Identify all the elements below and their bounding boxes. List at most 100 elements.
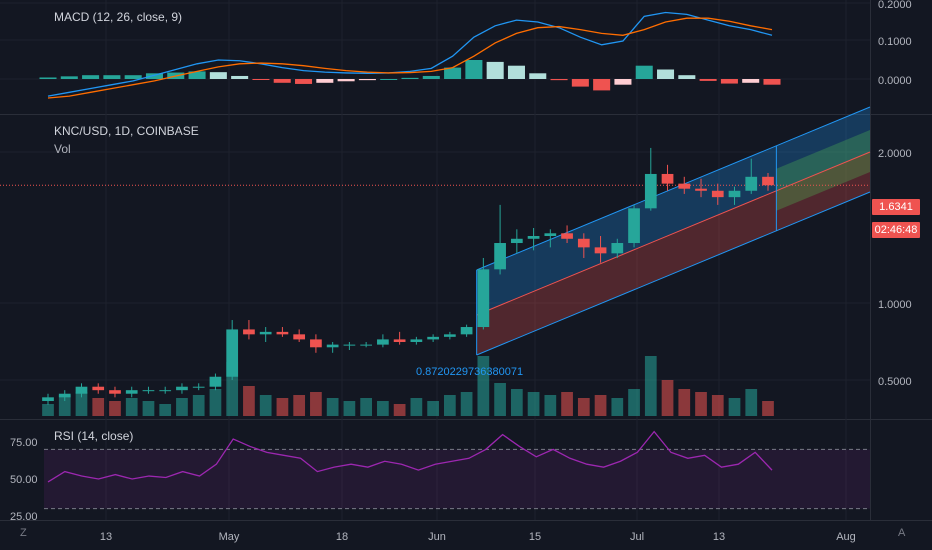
macd-histogram-bar	[60, 76, 78, 79]
candle-body	[577, 238, 590, 248]
volume-bar	[243, 386, 255, 416]
candle-body	[209, 376, 222, 387]
volume-bar	[42, 404, 54, 416]
macd-histogram-bar	[380, 79, 398, 80]
volume-bar	[728, 398, 741, 416]
macd-histogram-bar	[316, 79, 334, 83]
volume-bar	[577, 398, 590, 416]
volume-bar	[477, 356, 490, 416]
price-pane	[0, 106, 871, 416]
grid	[0, 0, 870, 520]
candle-body	[544, 233, 557, 237]
candle-body	[109, 390, 121, 394]
candle-body	[142, 390, 155, 392]
macd-histogram-bar	[571, 79, 589, 87]
volume-bar	[159, 404, 172, 416]
volume-legend[interactable]: Vol	[54, 142, 71, 156]
volume-bar	[343, 401, 356, 416]
macd-histogram-bar	[550, 79, 568, 81]
volume-bar	[661, 380, 674, 416]
symbol-legend[interactable]: KNC/USD, 1D, COINBASE	[54, 124, 199, 138]
macd-histogram-bar	[337, 79, 355, 82]
channel-lower-line	[476, 191, 871, 356]
volume-bar	[444, 395, 456, 416]
macd-histogram-bar	[742, 79, 760, 83]
volume-bar	[594, 395, 607, 416]
candle-body	[75, 386, 88, 394]
volume-bar	[326, 398, 339, 416]
volume-bar	[125, 398, 138, 416]
candle-body	[42, 397, 54, 402]
volume-bar	[410, 398, 423, 416]
volume-bar	[494, 383, 506, 416]
candle-body	[678, 183, 691, 189]
candle-body	[410, 339, 423, 342]
macd-histogram-bar	[188, 71, 206, 79]
macd-histogram-bar	[593, 79, 611, 91]
macd-histogram-bar	[720, 79, 738, 84]
candle-body	[192, 386, 205, 388]
regression-channel-upper	[476, 107, 870, 315]
macd-histogram-bar	[273, 79, 291, 83]
volume-bar	[226, 362, 239, 416]
candle-body	[310, 339, 322, 348]
candle-body	[611, 243, 624, 254]
macd-histogram-bar	[103, 75, 121, 79]
candle-body	[377, 339, 389, 345]
macd-legend[interactable]: MACD (12, 26, close, 9)	[54, 10, 183, 24]
volume-bar	[360, 398, 372, 416]
macd-histogram-bar	[145, 73, 163, 79]
candle-body	[444, 334, 456, 337]
candle-body	[393, 339, 406, 342]
macd-histogram-bar	[614, 79, 632, 85]
macd-histogram-bar	[486, 61, 504, 79]
regression-channel-lower	[476, 152, 870, 355]
candle-body	[561, 233, 573, 239]
rsi-tick-label: 25.00	[10, 511, 38, 523]
countdown-tag: 02:46:48	[872, 222, 920, 238]
volume-bar	[310, 392, 322, 416]
candle-body	[644, 173, 657, 209]
candle-body	[594, 247, 607, 254]
volume-bar	[209, 389, 222, 416]
timezone-icon[interactable]: Z	[20, 527, 27, 539]
rsi-pane	[44, 430, 870, 510]
time-tick-label: Aug	[836, 531, 856, 543]
macd-histogram-bar	[678, 75, 696, 79]
rsi-legend[interactable]: RSI (14, close)	[54, 429, 134, 443]
time-tick-label: 18	[336, 531, 348, 543]
candle-body	[510, 238, 523, 244]
volume-bar	[544, 395, 557, 416]
volume-bar	[427, 401, 439, 416]
macd-histogram-bar	[657, 69, 675, 79]
macd-histogram-bar	[401, 77, 419, 79]
candle-body	[243, 329, 255, 335]
macd-tick-label: 0.0000	[878, 75, 912, 87]
candle-body	[745, 176, 758, 191]
macd-histogram-bar	[422, 75, 440, 79]
time-tick-label: 13	[100, 531, 112, 543]
volume-bar	[75, 392, 88, 416]
macd-histogram-bar	[124, 75, 142, 79]
volume-bar	[745, 389, 758, 416]
price-tick-label: 2.0000	[878, 148, 912, 160]
candle-body	[125, 390, 138, 394]
rsi-band-fill	[44, 449, 870, 509]
candle-body	[527, 236, 540, 239]
candle-body	[427, 336, 439, 340]
macd-histogram-bar	[295, 79, 313, 84]
candle-body	[326, 344, 339, 348]
time-tick-label: Jun	[428, 531, 446, 543]
auto-scale-icon[interactable]: A	[898, 527, 906, 539]
candle-body	[762, 176, 774, 186]
candle-body	[695, 188, 707, 191]
candle-body	[293, 334, 306, 340]
volume-bar	[711, 395, 724, 416]
time-tick-label: May	[219, 531, 240, 543]
price-tick-label: 0.5000	[878, 376, 912, 388]
axis-labels: 0.2000 0.1000 0.0000 2.0000 1.0000 0.500…	[10, 0, 912, 543]
channel-start-label: 0.8720229736380071	[416, 366, 523, 378]
rsi-tick-label: 75.00	[10, 437, 38, 449]
